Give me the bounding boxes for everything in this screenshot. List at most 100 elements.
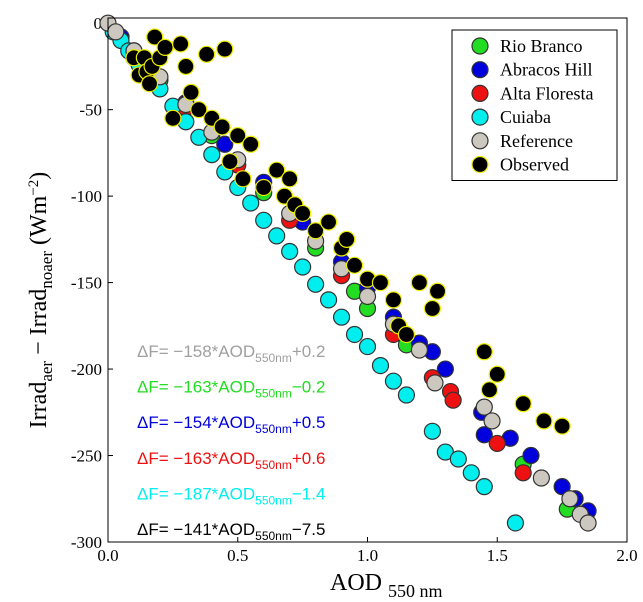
point: [522, 446, 540, 465]
legend-marker: [471, 61, 489, 79]
point: [436, 360, 454, 378]
equation-sub: 550nm: [255, 351, 292, 365]
point: [514, 395, 532, 413]
point: [410, 341, 428, 359]
point: [444, 391, 462, 409]
point: [561, 490, 579, 508]
point: [338, 230, 356, 248]
point: [172, 35, 190, 53]
y-tick-label: 0: [94, 14, 103, 33]
x-tick-label: 2.0: [616, 546, 637, 565]
point: [483, 412, 501, 430]
point: [221, 152, 239, 171]
point: [319, 291, 338, 309]
legend-label: Observed: [500, 155, 569, 175]
x-label-main: AOD: [330, 570, 382, 596]
equation-sub: 550nm: [255, 493, 292, 507]
y-tick-label: -250: [71, 447, 102, 466]
point: [332, 308, 351, 326]
point: [532, 469, 550, 487]
x-tick-label: 1.0: [357, 546, 378, 565]
point: [410, 273, 428, 292]
equation-sub: 550nm: [255, 458, 292, 472]
equation: ΔF= −187*AOD550nm−1.4: [137, 484, 325, 507]
point: [475, 478, 493, 496]
equation-tail: +0.6: [292, 449, 326, 468]
legend-marker: [471, 155, 489, 174]
point: [397, 325, 416, 344]
x-tick-label: 0.5: [227, 546, 248, 565]
y-label-part: Irrad: [26, 382, 52, 429]
point: [216, 135, 234, 153]
point: [449, 450, 467, 468]
legend-marker: [471, 108, 489, 126]
point: [358, 337, 377, 356]
equation-tail: −7.5: [292, 520, 326, 539]
point: [553, 417, 571, 435]
point: [255, 211, 273, 229]
y-label-part: ): [26, 172, 52, 180]
point: [294, 258, 312, 276]
point: [234, 170, 252, 188]
point: [107, 23, 125, 41]
point: [213, 118, 231, 136]
y-label-part: noaer: [37, 251, 56, 289]
equation-sub: 550nm: [255, 422, 292, 436]
legend-marker: [471, 132, 489, 150]
point: [426, 374, 444, 392]
equation-text: ΔF= −163*AOD: [137, 449, 255, 468]
legend-label: Reference: [500, 131, 573, 151]
equation-text: ΔF= −158*AOD: [137, 342, 255, 361]
point: [242, 194, 260, 212]
equation-tail: −1.4: [292, 484, 326, 503]
legend-label: Rio Branco: [500, 36, 583, 56]
point: [462, 464, 480, 482]
point: [216, 40, 234, 58]
y-label-part: aer: [37, 361, 56, 382]
equation: ΔF= −163*AOD550nm−0.2: [137, 378, 325, 401]
point: [307, 275, 325, 293]
equation-text: ΔF= −141*AOD: [137, 520, 255, 539]
equation: ΔF= −141*AOD550nm−7.5: [137, 520, 325, 543]
y-label-part: −2: [26, 180, 42, 196]
point: [514, 464, 532, 482]
point: [384, 372, 403, 390]
equation-tail: −0.2: [292, 378, 326, 397]
point: [553, 478, 571, 496]
point: [488, 365, 506, 383]
point: [428, 282, 447, 300]
point: [358, 287, 377, 306]
point: [294, 204, 312, 223]
x-label-sub: 550 nm: [388, 581, 443, 601]
point: [255, 178, 273, 197]
point: [535, 412, 553, 430]
point: [423, 422, 441, 440]
point: [203, 146, 221, 164]
legend-label: Cuiaba: [500, 107, 551, 127]
point: [182, 83, 200, 101]
point: [345, 256, 364, 274]
equation-text: ΔF= −154*AOD: [137, 413, 255, 432]
point: [164, 109, 182, 127]
x-tick-label: 0.0: [97, 546, 118, 565]
point: [488, 434, 506, 453]
legend-box: [451, 29, 618, 181]
point: [475, 343, 493, 361]
point: [268, 161, 286, 179]
x-tick-label: 1.5: [487, 546, 508, 565]
y-tick-label: -50: [79, 101, 102, 120]
equation-tail: +0.2: [292, 342, 326, 361]
point: [345, 325, 364, 344]
point: [281, 170, 299, 188]
point: [371, 357, 390, 375]
y-tick-label: -150: [71, 274, 102, 293]
y-label-part: − Irrad: [26, 289, 52, 361]
equation-sub: 550nm: [255, 529, 292, 543]
legend-label: Alta Floresta: [500, 83, 593, 103]
legend-marker: [471, 37, 489, 55]
point: [177, 57, 195, 76]
point: [268, 227, 286, 245]
point: [506, 514, 525, 532]
y-tick-label: -200: [71, 360, 102, 379]
